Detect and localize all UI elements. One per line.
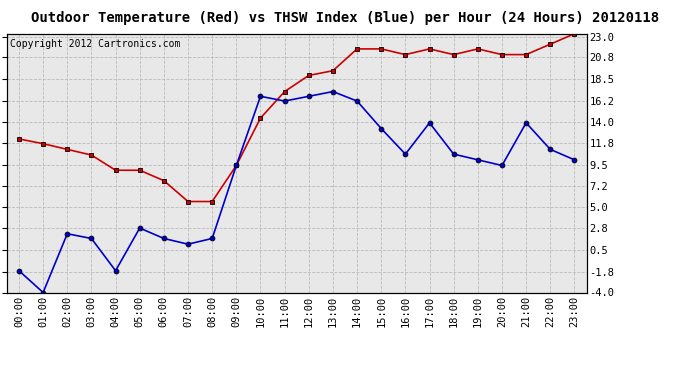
Text: Outdoor Temperature (Red) vs THSW Index (Blue) per Hour (24 Hours) 20120118: Outdoor Temperature (Red) vs THSW Index … (31, 11, 659, 25)
Text: Copyright 2012 Cartronics.com: Copyright 2012 Cartronics.com (10, 39, 180, 49)
